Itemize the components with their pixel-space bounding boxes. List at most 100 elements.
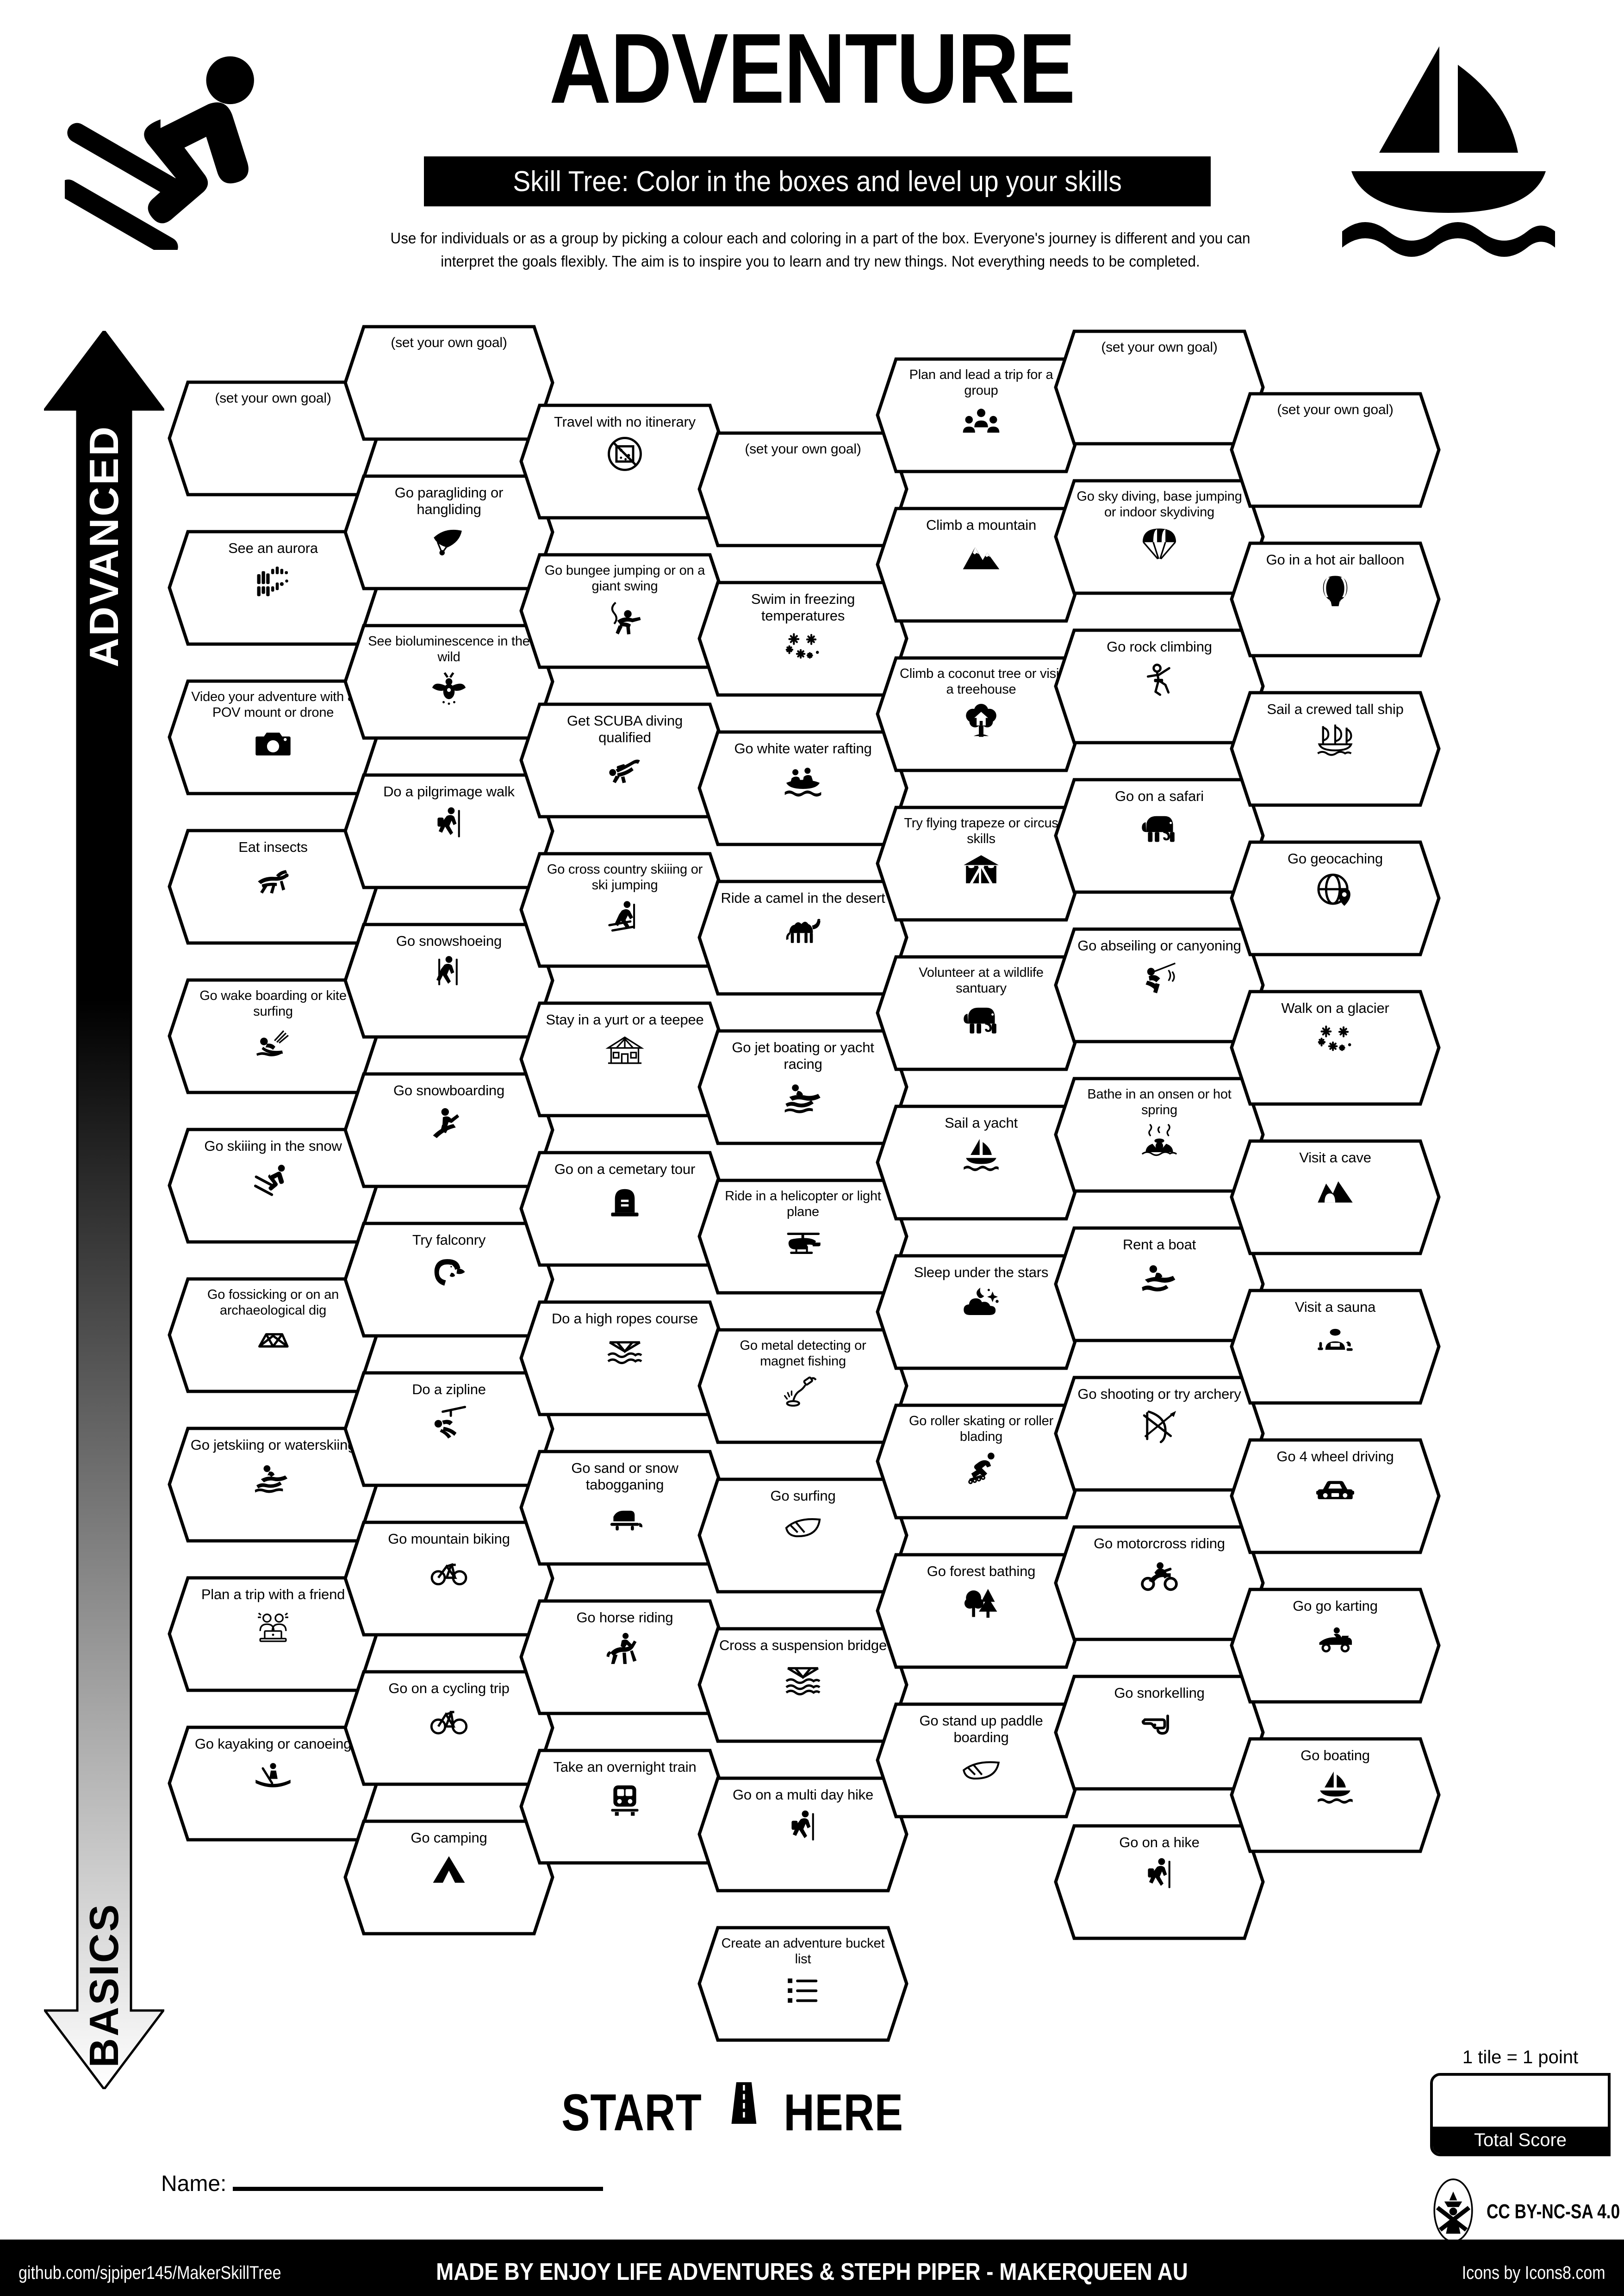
skill-tile-label: Go abseiling or canyoning <box>1077 937 1241 954</box>
skill-tile[interactable]: Go in a hot air balloon <box>1229 540 1442 658</box>
skill-tile[interactable]: Go snorkelling <box>1053 1674 1266 1792</box>
skill-tile-label: Plan and lead a trip for a group <box>909 367 1053 398</box>
skill-tile-label: Try flying trapeze or circus skills <box>904 816 1058 846</box>
skill-tile-label: Go shooting or try archery <box>1077 1386 1241 1402</box>
skill-tile[interactable]: Plan a trip with a friend <box>167 1575 380 1693</box>
skill-tile[interactable]: Go go karting <box>1229 1587 1442 1705</box>
gravestone-icon <box>604 1182 646 1220</box>
skill-tile-label: (set your own goal) <box>391 335 507 350</box>
name-input-line[interactable] <box>233 2186 604 2191</box>
cc-badge-icon <box>1425 2177 1481 2246</box>
skill-tile[interactable]: Do a pilgrimage walk <box>342 772 555 890</box>
skill-tile-label: Do a zipline <box>412 1381 486 1397</box>
skill-tile-label: See an aurora <box>228 540 318 556</box>
elephant-icon <box>1139 809 1180 847</box>
skill-tile[interactable]: Go fossicking or on an archaeological di… <box>167 1276 380 1394</box>
skill-tile-label: Sail a crewed tall ship <box>1267 701 1404 717</box>
night-sky-icon <box>960 1285 1002 1323</box>
skill-tile[interactable]: Eat insects <box>167 828 380 946</box>
skill-tile[interactable]: Get SCUBA diving qualified <box>518 701 731 819</box>
no-map-icon <box>604 435 646 473</box>
skill-tile[interactable]: Do a high ropes course <box>518 1299 731 1417</box>
skill-tile-label: Go on a cycling trip <box>388 1680 510 1696</box>
paraglider-icon <box>428 522 470 560</box>
skill-tile[interactable]: Bathe in an onsen or hot spring <box>1053 1076 1266 1194</box>
skill-tile-label: Go fossicking or on an archaeological di… <box>207 1287 339 1318</box>
cross-country-ski-icon <box>604 898 646 936</box>
gem-icon <box>252 1323 294 1361</box>
hiker-icon <box>1139 1855 1180 1893</box>
skill-tile[interactable]: Visit a sauna <box>1229 1288 1442 1406</box>
total-score-box[interactable]: Total Score <box>1430 2073 1611 2156</box>
skill-tile[interactable]: Go on a cycling trip <box>342 1669 555 1787</box>
skill-tile[interactable]: Sail a crewed tall ship <box>1229 690 1442 808</box>
skill-tile-label: Bathe in an onsen or hot spring <box>1087 1087 1232 1117</box>
hiker-icon <box>428 805 470 843</box>
name-field-row[interactable]: Name: <box>161 2167 670 2200</box>
skill-tile[interactable]: Go geocaching <box>1229 839 1442 957</box>
snowflakes-icon <box>1314 1021 1356 1059</box>
skill-tile[interactable]: Volunteer at a wildlife santuary <box>875 954 1088 1072</box>
skill-tile[interactable]: Swim in freezing temperatures <box>697 580 909 698</box>
skill-tile-label: Volunteer at a wildlife santuary <box>919 965 1044 996</box>
skill-tile[interactable]: Try flying trapeze or circus skills <box>875 805 1088 923</box>
skill-tile-label: Go on a safari <box>1115 788 1204 804</box>
start-here-banner: START HERE <box>546 2078 916 2147</box>
suspension-bridge-icon <box>782 1658 824 1696</box>
jetboat-icon <box>782 1077 824 1115</box>
skill-tile[interactable]: Go camping <box>342 1818 555 1936</box>
surfboard-icon <box>782 1509 824 1547</box>
skill-tile[interactable]: Cross a suspension bridge <box>697 1626 909 1744</box>
skill-tile[interactable]: Climb a coconut tree or visit a treehous… <box>875 655 1088 773</box>
skill-tile-label: Go white water rafting <box>734 740 872 757</box>
skill-tile[interactable]: Go forest bathing <box>875 1552 1088 1670</box>
total-score-input[interactable] <box>1433 2076 1608 2127</box>
footer-github-link[interactable]: github.com/sjpiper145/MakerSkillTree <box>19 2263 281 2283</box>
skill-tile[interactable]: Go metal detecting or magnet fishing <box>697 1327 909 1445</box>
skill-tile[interactable]: Go skiiing in the snow <box>167 1127 380 1245</box>
hot-air-balloon-icon <box>1314 573 1356 611</box>
skill-tile-label: Go jet boating or yacht racing <box>732 1039 874 1072</box>
aurora-icon <box>252 561 294 599</box>
skill-tile[interactable]: Go bungee jumping or on a giant swing <box>518 552 731 670</box>
skill-tile[interactable]: Go paragliding or hangliding <box>342 473 555 591</box>
skill-tile[interactable]: Go horse riding <box>518 1598 731 1716</box>
skill-tile-label: Go on a cemetary tour <box>554 1161 696 1177</box>
skill-tile[interactable]: Create an adventure bucket list <box>697 1925 909 2043</box>
skill-tile-label: Try falconry <box>412 1232 486 1248</box>
horse-rider-icon <box>604 1631 646 1669</box>
name-label: Name: <box>161 2171 227 2196</box>
skill-tile[interactable]: Go mountain biking <box>342 1520 555 1638</box>
skill-tile[interactable]: (set your own goal) <box>1053 329 1266 447</box>
skill-tile-label: Go jetskiing or waterskiing <box>190 1437 356 1453</box>
skill-tile[interactable]: Walk on a glacier <box>1229 989 1442 1107</box>
skill-tile[interactable]: Visit a cave <box>1229 1138 1442 1256</box>
firefly-icon <box>428 670 470 707</box>
footer-icons-credit[interactable]: Icons by Icons8.com <box>1462 2263 1605 2283</box>
skill-tile-label: Go bungee jumping or on a giant swing <box>544 563 705 594</box>
skill-tile-label: Cross a suspension bridge <box>719 1637 887 1653</box>
skier-icon <box>252 1159 294 1197</box>
skill-tile[interactable]: Go 4 wheel driving <box>1229 1437 1442 1555</box>
skill-tile[interactable]: (set your own goal) <box>1229 391 1442 509</box>
raft-icon <box>782 762 824 800</box>
skill-tile[interactable]: Sleep under the stars <box>875 1253 1088 1371</box>
dinghy-icon <box>1139 1258 1180 1296</box>
skill-tile-label: Eat insects <box>238 839 308 855</box>
skill-tile[interactable]: Go rock climbing <box>1053 627 1266 745</box>
description-text: Use for individuals or as a group by pic… <box>390 230 1251 270</box>
skill-tile[interactable]: Video your adventure with a POV mount or… <box>167 678 380 796</box>
tent-icon <box>428 1851 470 1889</box>
skill-tile[interactable]: Take an overnight train <box>518 1748 731 1866</box>
skill-tile[interactable]: Go stand up paddle boarding <box>875 1701 1088 1819</box>
skill-tile[interactable]: See bioluminescence in the wild <box>342 623 555 741</box>
rollerblade-icon <box>960 1449 1002 1487</box>
skill-tile[interactable]: Go boating <box>1229 1736 1442 1854</box>
tall-ship-icon <box>1314 722 1356 760</box>
skill-tile[interactable]: Ride a camel in the desert <box>697 879 909 997</box>
subtitle-bar: Skill Tree: Color in the boxes and level… <box>424 156 1211 206</box>
skill-tile[interactable]: Go roller skating or roller blading <box>875 1402 1088 1520</box>
skill-tile[interactable]: Try falconry <box>342 1221 555 1339</box>
skill-tile-label: Go metal detecting or magnet fishing <box>740 1338 866 1369</box>
skill-tile[interactable]: (set your own goal) <box>167 379 380 497</box>
